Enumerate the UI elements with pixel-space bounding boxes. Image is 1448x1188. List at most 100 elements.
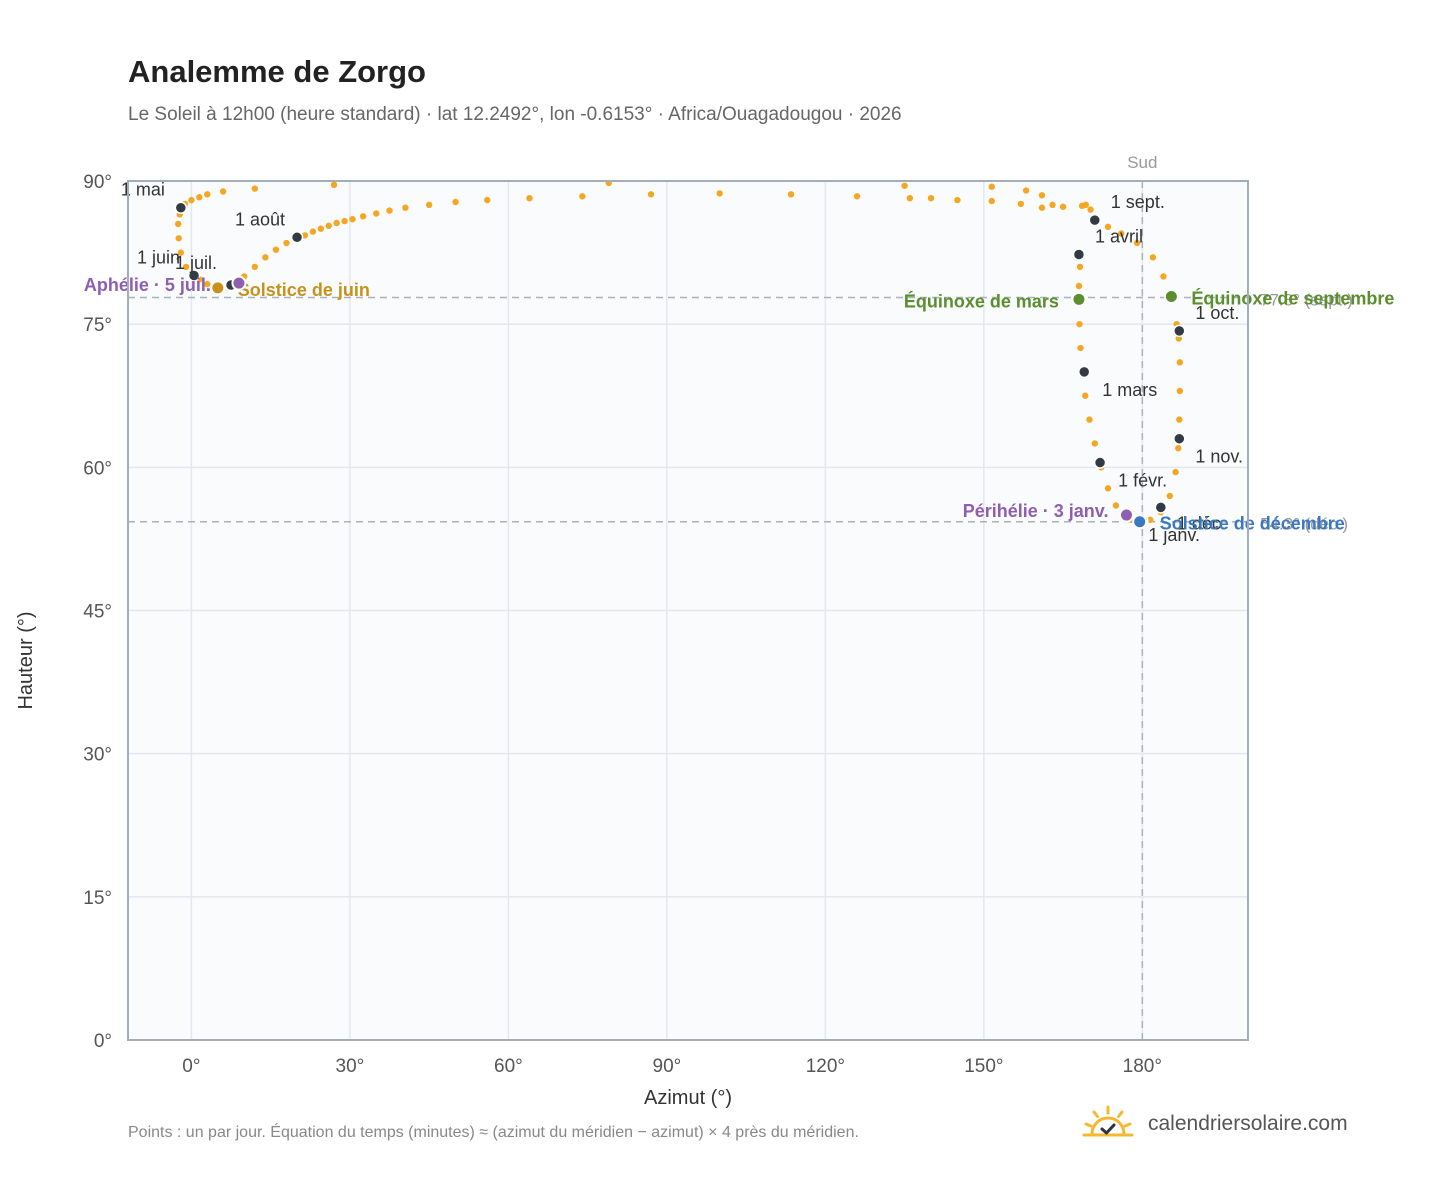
month-marker [1093, 456, 1107, 469]
month-label: 1 août [235, 209, 285, 229]
month-marker [290, 231, 304, 244]
month-marker [1088, 213, 1102, 227]
month-label: 1 juin [137, 247, 180, 267]
daily-point [901, 182, 908, 189]
month-marker [1173, 324, 1186, 338]
event-marker [1118, 507, 1134, 523]
daily-point [196, 194, 203, 201]
event-markers: Équinoxe de mars Équinoxe de septembre Sol… [84, 275, 1395, 534]
daily-point [1149, 254, 1157, 261]
y-tick-label: 15° [83, 888, 112, 909]
month-marker [187, 269, 201, 282]
daily-point [484, 196, 491, 204]
x-tick-label: 150° [964, 1056, 1003, 1077]
month-label: 1 avril [1095, 226, 1143, 246]
brand[interactable]: calendriersolaire.com [1082, 1102, 1348, 1146]
daily-point [402, 204, 409, 211]
daily-point [579, 193, 586, 200]
month-marker [1072, 248, 1086, 261]
daily-point [317, 225, 325, 232]
daily-point [262, 254, 269, 261]
reference-line-label: 77.8° (sept.) [1260, 290, 1353, 309]
sun-check-icon [1082, 1105, 1134, 1137]
daily-point [325, 222, 332, 230]
event-label: Solstice de décembre [1160, 514, 1345, 534]
daily-point [188, 196, 195, 204]
x-tick-label: 120° [806, 1056, 845, 1077]
footnote: Points : un par jour. Équation du temps … [128, 1124, 859, 1141]
x-tick-label: 90° [653, 1056, 682, 1077]
daily-point [309, 228, 317, 235]
x-axis-label: Azimut (°) [644, 1087, 732, 1109]
daily-point [927, 194, 935, 202]
daily-point [330, 181, 338, 189]
daily-point [341, 217, 348, 225]
month-label: 1 janv. [1148, 525, 1200, 545]
y-tick-label: 0° [94, 1031, 112, 1052]
grid-lines [128, 180, 1248, 1041]
daily-point [283, 239, 290, 247]
daily-point [1172, 468, 1179, 476]
x-tick-label: 30° [336, 1056, 365, 1077]
daily-point [647, 191, 655, 198]
daily-point [1017, 200, 1025, 208]
daily-point [1078, 202, 1086, 210]
daily-point [1075, 282, 1083, 290]
daily-point [1076, 263, 1084, 271]
month-marker [1154, 501, 1168, 514]
daily-point [219, 188, 227, 195]
daily-point [1166, 492, 1174, 500]
event-marker [1132, 514, 1148, 530]
daily-point [787, 191, 795, 198]
event-label: Solstice de juin [238, 280, 370, 300]
daily-point [526, 194, 533, 202]
brand-name[interactable]: calendriersolaire.com [1148, 1112, 1348, 1135]
daily-point [204, 280, 211, 288]
daily-point [301, 232, 309, 239]
daily-point [1038, 192, 1046, 199]
month-label: 1 oct. [1195, 303, 1239, 323]
y-tick-label: 60° [83, 458, 112, 479]
daily-point [1076, 320, 1083, 328]
daily-point [1038, 204, 1046, 211]
y-tick-label: 90° [83, 172, 112, 193]
daily-point [853, 193, 861, 200]
daily-point [1091, 440, 1098, 447]
y-tick-label: 45° [83, 602, 112, 623]
x-tick-label: 60° [494, 1056, 523, 1077]
month-label: 1 févr. [1118, 471, 1167, 491]
daily-point [272, 246, 280, 253]
daily-point [349, 215, 356, 223]
reference-lines: Sud 77.8° (sept.) 54.3° (déc.) [128, 153, 1353, 1040]
event-marker [210, 280, 226, 296]
daily-point [906, 194, 914, 202]
event-label: Périhélie · 3 janv. [963, 501, 1109, 521]
daily-point [1082, 392, 1089, 399]
daily-point [1176, 416, 1183, 423]
month-label: 1 déc. [1177, 513, 1226, 533]
daily-point [182, 263, 190, 271]
daily-point [333, 219, 340, 227]
daily-point [1086, 416, 1093, 423]
chart-title: Analemme de Zorgo [128, 54, 426, 89]
month-marker [1077, 365, 1091, 379]
daily-point [1077, 344, 1084, 352]
month-label: 1 juil. [175, 253, 217, 273]
daily-point [251, 263, 258, 271]
daily-point [1160, 273, 1167, 280]
event-marker [231, 275, 247, 291]
event-label: Équinoxe de septembre [1191, 287, 1394, 308]
y-tick-label: 75° [83, 315, 112, 336]
axis-ticks: 0° 30° 60° 90° 120° 150° 180° 0° 15° 30° 45° 60° 75°… [83, 172, 1162, 1077]
daily-point [1175, 445, 1182, 452]
x-tick-label: 0° [182, 1056, 200, 1077]
daily-point [954, 196, 961, 204]
daily-point [452, 198, 459, 206]
event-marker [1163, 288, 1179, 304]
month-label: 1 mars [1102, 380, 1157, 400]
plot-frame [127, 180, 1249, 1041]
daily-point [175, 235, 182, 242]
meridian-label: Sud [1127, 153, 1157, 172]
